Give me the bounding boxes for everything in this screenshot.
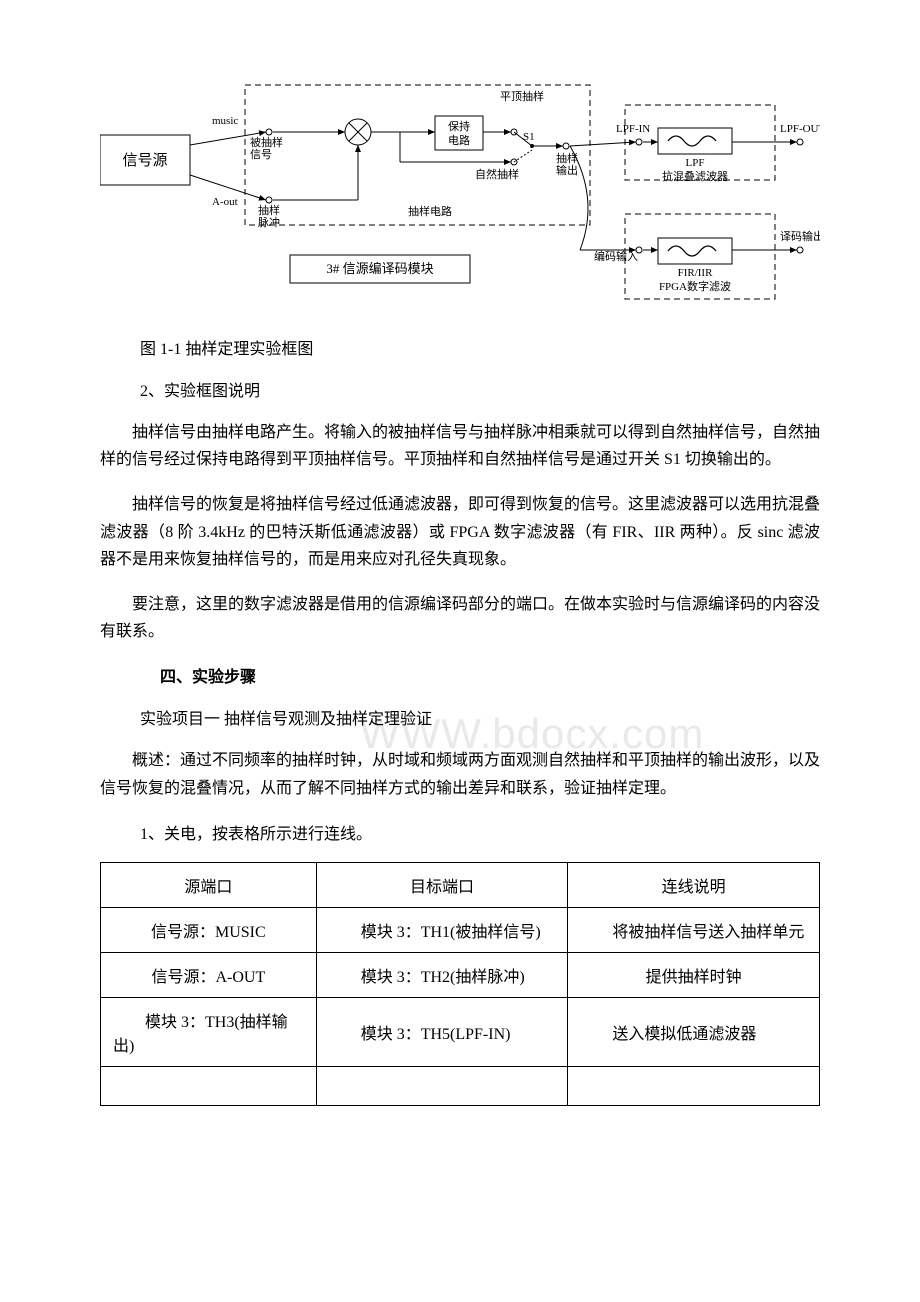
table-cell: 信号源：MUSIC xyxy=(101,907,317,952)
figure-caption: 图 1-1 抽样定理实验框图 xyxy=(140,335,820,359)
svg-text:被抽样: 被抽样 xyxy=(250,135,283,149)
table-header-dst: 目标端口 xyxy=(316,862,568,907)
svg-text:保持: 保持 xyxy=(448,119,470,133)
svg-text:输出: 输出 xyxy=(556,163,578,177)
table-row xyxy=(101,1066,820,1105)
svg-text:music: music xyxy=(212,115,238,127)
svg-text:编码输入: 编码输入 xyxy=(594,249,638,263)
svg-text:电路: 电路 xyxy=(448,134,470,147)
svg-text:信号源: 信号源 xyxy=(122,152,167,169)
table-cell: 模块 3：TH1(被抽样信号) xyxy=(316,907,568,952)
paragraph-1: 抽样信号由抽样电路产生。将输入的被抽样信号与抽样脉冲相乘就可以得到自然抽样信号，… xyxy=(100,419,820,473)
table-cell: 模块 3：TH5(LPF-IN) xyxy=(316,997,568,1066)
svg-text:平顶抽样: 平顶抽样 xyxy=(500,89,544,103)
table-cell: 信号源：A-OUT xyxy=(101,952,317,997)
svg-text:S1: S1 xyxy=(523,131,535,143)
table-cell: 提供抽样时钟 xyxy=(568,952,820,997)
svg-text:脉冲: 脉冲 xyxy=(258,215,280,229)
svg-text:FPGA数字滤波: FPGA数字滤波 xyxy=(659,279,731,293)
table-row: 模块 3：TH3(抽样输出)模块 3：TH5(LPF-IN)送入模拟低通滤波器 xyxy=(101,997,820,1066)
svg-text:LPF: LPF xyxy=(686,157,705,169)
step-1: 1、关电，按表格所示进行连线。 xyxy=(140,820,820,844)
block-diagram: 信号源 保持电路 LPF抗混叠滤波器 FIR/IIRFPGA数字滤波 3# 信源编译码模… xyxy=(100,80,820,315)
svg-text:信号: 信号 xyxy=(250,148,272,161)
table-row: 信号源：A-OUT模块 3：TH2(抽样脉冲)提供抽样时钟 xyxy=(101,952,820,997)
table-cell xyxy=(101,1066,317,1105)
table-cell xyxy=(316,1066,568,1105)
table-header-note: 连线说明 xyxy=(568,862,820,907)
svg-text:译码输出: 译码输出 xyxy=(780,229,820,243)
table-cell: 模块 3：TH3(抽样输出) xyxy=(101,997,317,1066)
table-cell: 将被抽样信号送入抽样单元 xyxy=(568,907,820,952)
table-header-row: 源端口 目标端口 连线说明 xyxy=(101,862,820,907)
paragraph-2: 抽样信号的恢复是将抽样信号经过低通滤波器，即可得到恢复的信号。这里滤波器可以选用… xyxy=(100,491,820,573)
svg-text:抽样: 抽样 xyxy=(556,151,578,165)
table-cell: 模块 3：TH2(抽样脉冲) xyxy=(316,952,568,997)
table-cell: 送入模拟低通滤波器 xyxy=(568,997,820,1066)
svg-text:A-out: A-out xyxy=(212,196,238,208)
table-header-src: 源端口 xyxy=(101,862,317,907)
svg-text:LPF-IN: LPF-IN xyxy=(616,123,650,135)
svg-text:LPF-OUT: LPF-OUT xyxy=(780,123,820,135)
svg-text:抽样电路: 抽样电路 xyxy=(408,204,452,218)
heading-4: 四、实验步骤 xyxy=(160,663,820,687)
experiment-subtitle: 实验项目一 抽样信号观测及抽样定理验证 xyxy=(140,705,820,729)
svg-text:抽样: 抽样 xyxy=(258,203,280,217)
svg-text:自然抽样: 自然抽样 xyxy=(475,167,519,181)
table-cell xyxy=(568,1066,820,1105)
svg-text:抗混叠滤波器: 抗混叠滤波器 xyxy=(662,169,728,183)
svg-text:3# 信源编译码模块: 3# 信源编译码模块 xyxy=(326,261,433,276)
paragraph-3: 要注意，这里的数字滤波器是借用的信源编译码部分的端口。在做本实验时与信源编译码的… xyxy=(100,591,820,645)
svg-text:FIR/IIR: FIR/IIR xyxy=(678,267,714,279)
connection-table: 源端口 目标端口 连线说明 信号源：MUSIC模块 3：TH1(被抽样信号)将被… xyxy=(100,862,820,1106)
paragraph-4: 概述：通过不同频率的抽样时钟，从时域和频域两方面观测自然抽样和平顶抽样的输出波形… xyxy=(100,747,820,801)
table-row: 信号源：MUSIC模块 3：TH1(被抽样信号)将被抽样信号送入抽样单元 xyxy=(101,907,820,952)
section-2-title: 2、实验框图说明 xyxy=(140,377,820,401)
